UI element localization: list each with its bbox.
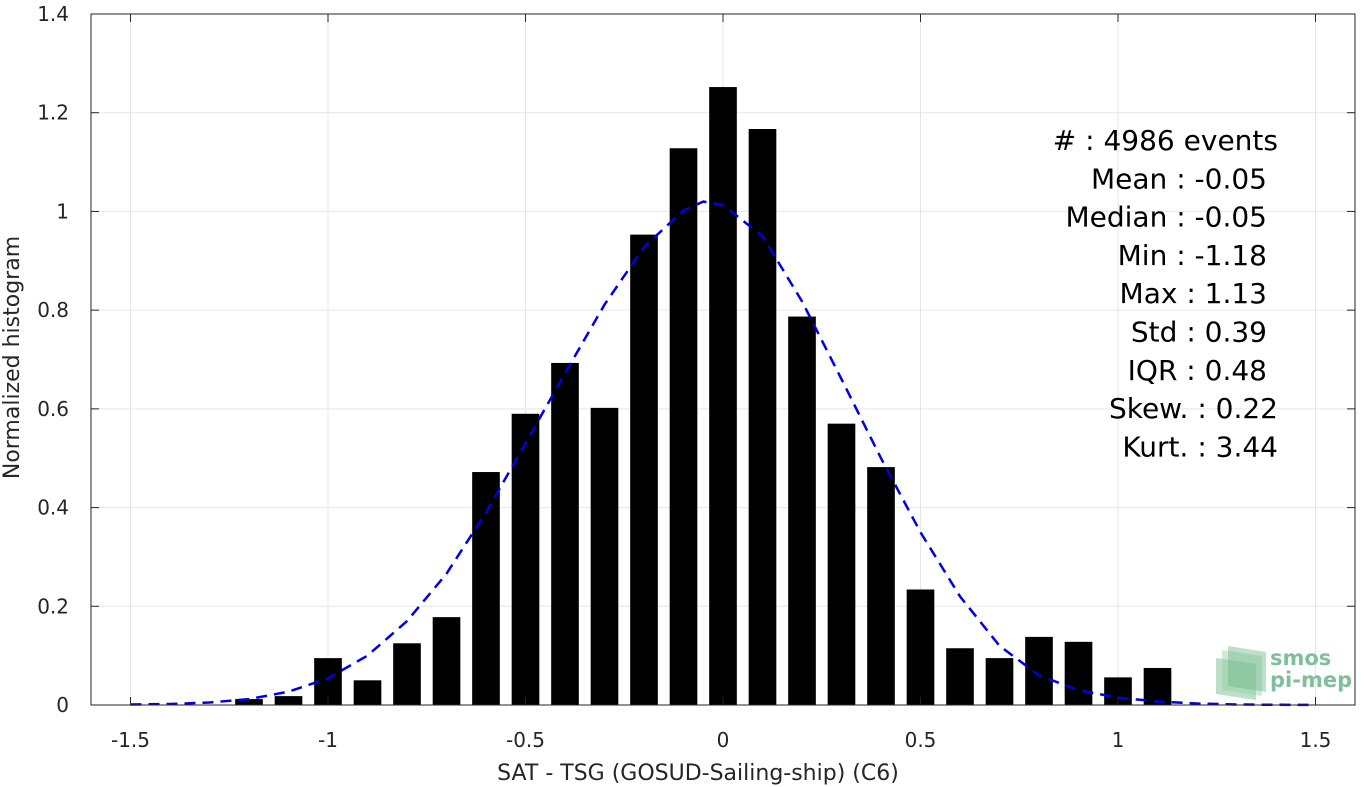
x-tick-label: -1.5 bbox=[111, 728, 150, 752]
normal-fit-curve bbox=[130, 200, 1316, 707]
histogram-bar bbox=[748, 129, 777, 705]
histogram-bar bbox=[1064, 641, 1093, 705]
histogram-bar bbox=[867, 467, 895, 705]
y-tick-label: 1.2 bbox=[37, 101, 69, 125]
y-tick-label: 0 bbox=[56, 693, 69, 717]
x-tick-label: 0 bbox=[717, 728, 730, 752]
stats-line: Median : -0.05 bbox=[1065, 201, 1267, 234]
histogram-bar bbox=[669, 148, 698, 705]
histogram-bar bbox=[827, 423, 856, 705]
x-tick-label: -1 bbox=[318, 728, 338, 752]
histogram-bars bbox=[235, 87, 1172, 705]
x-tick-label: 1 bbox=[1112, 728, 1125, 752]
histogram-bar bbox=[788, 316, 816, 705]
x-tick-label: -0.5 bbox=[506, 728, 545, 752]
stats-line: Skew. : 0.22 bbox=[1109, 392, 1278, 425]
histogram-bar bbox=[985, 658, 1014, 705]
logo-text-smos: smos bbox=[1270, 646, 1331, 670]
histogram-bar bbox=[1025, 636, 1053, 705]
histogram-bar bbox=[709, 87, 737, 705]
y-axis-label: Normalized histogram bbox=[0, 236, 25, 479]
histogram-bar bbox=[393, 643, 421, 705]
stats-line: # : 4986 events bbox=[1053, 124, 1278, 157]
y-axis-ticks: 0 0.2 0.4 0.6 0.8 1 1.2 1.4 bbox=[37, 2, 1355, 717]
histogram-bar bbox=[274, 696, 303, 705]
histogram-bar bbox=[1143, 667, 1172, 705]
stats-line: Mean : -0.05 bbox=[1091, 162, 1267, 195]
stats-line: IQR : 0.48 bbox=[1128, 354, 1267, 387]
histogram-bar bbox=[511, 413, 540, 705]
logo-text-pimep: pi-mep bbox=[1270, 668, 1352, 692]
stats-line: Std : 0.39 bbox=[1131, 316, 1267, 349]
histogram-bar bbox=[551, 362, 579, 705]
x-tick-label: 0.5 bbox=[905, 728, 937, 752]
x-axis-ticks: -1.5 -1 -0.5 0 0.5 1 1.5 bbox=[111, 14, 1331, 752]
y-tick-label: 1 bbox=[56, 199, 69, 223]
histogram-bar bbox=[235, 699, 263, 705]
statistics-box: # : 4986 events Mean : -0.05 Median : -0.0… bbox=[1053, 124, 1278, 463]
stats-line: Kurt. : 3.44 bbox=[1122, 430, 1278, 463]
stats-line: Max : 1.13 bbox=[1120, 277, 1267, 310]
y-tick-label: 0.6 bbox=[37, 397, 69, 421]
smos-pimep-logo: smos pi-mep bbox=[1216, 646, 1352, 700]
x-tick-label: 1.5 bbox=[1300, 728, 1332, 752]
histogram-bar bbox=[946, 648, 974, 705]
histogram-bar bbox=[590, 407, 619, 705]
y-tick-label: 0.2 bbox=[37, 594, 69, 618]
x-axis-label: SAT - TSG (GOSUD-Sailing-ship) (C6) bbox=[497, 761, 899, 786]
histogram-bar bbox=[432, 617, 461, 705]
stats-line: Min : -1.18 bbox=[1118, 239, 1267, 272]
y-tick-label: 0.8 bbox=[37, 298, 69, 322]
histogram-bar bbox=[472, 472, 500, 705]
histogram-bar bbox=[630, 234, 658, 705]
y-tick-label: 1.4 bbox=[37, 2, 69, 26]
y-tick-label: 0.4 bbox=[37, 496, 69, 520]
logo-waves-icon bbox=[1216, 646, 1266, 700]
histogram-bar bbox=[906, 589, 935, 705]
histogram-bar bbox=[353, 680, 382, 705]
